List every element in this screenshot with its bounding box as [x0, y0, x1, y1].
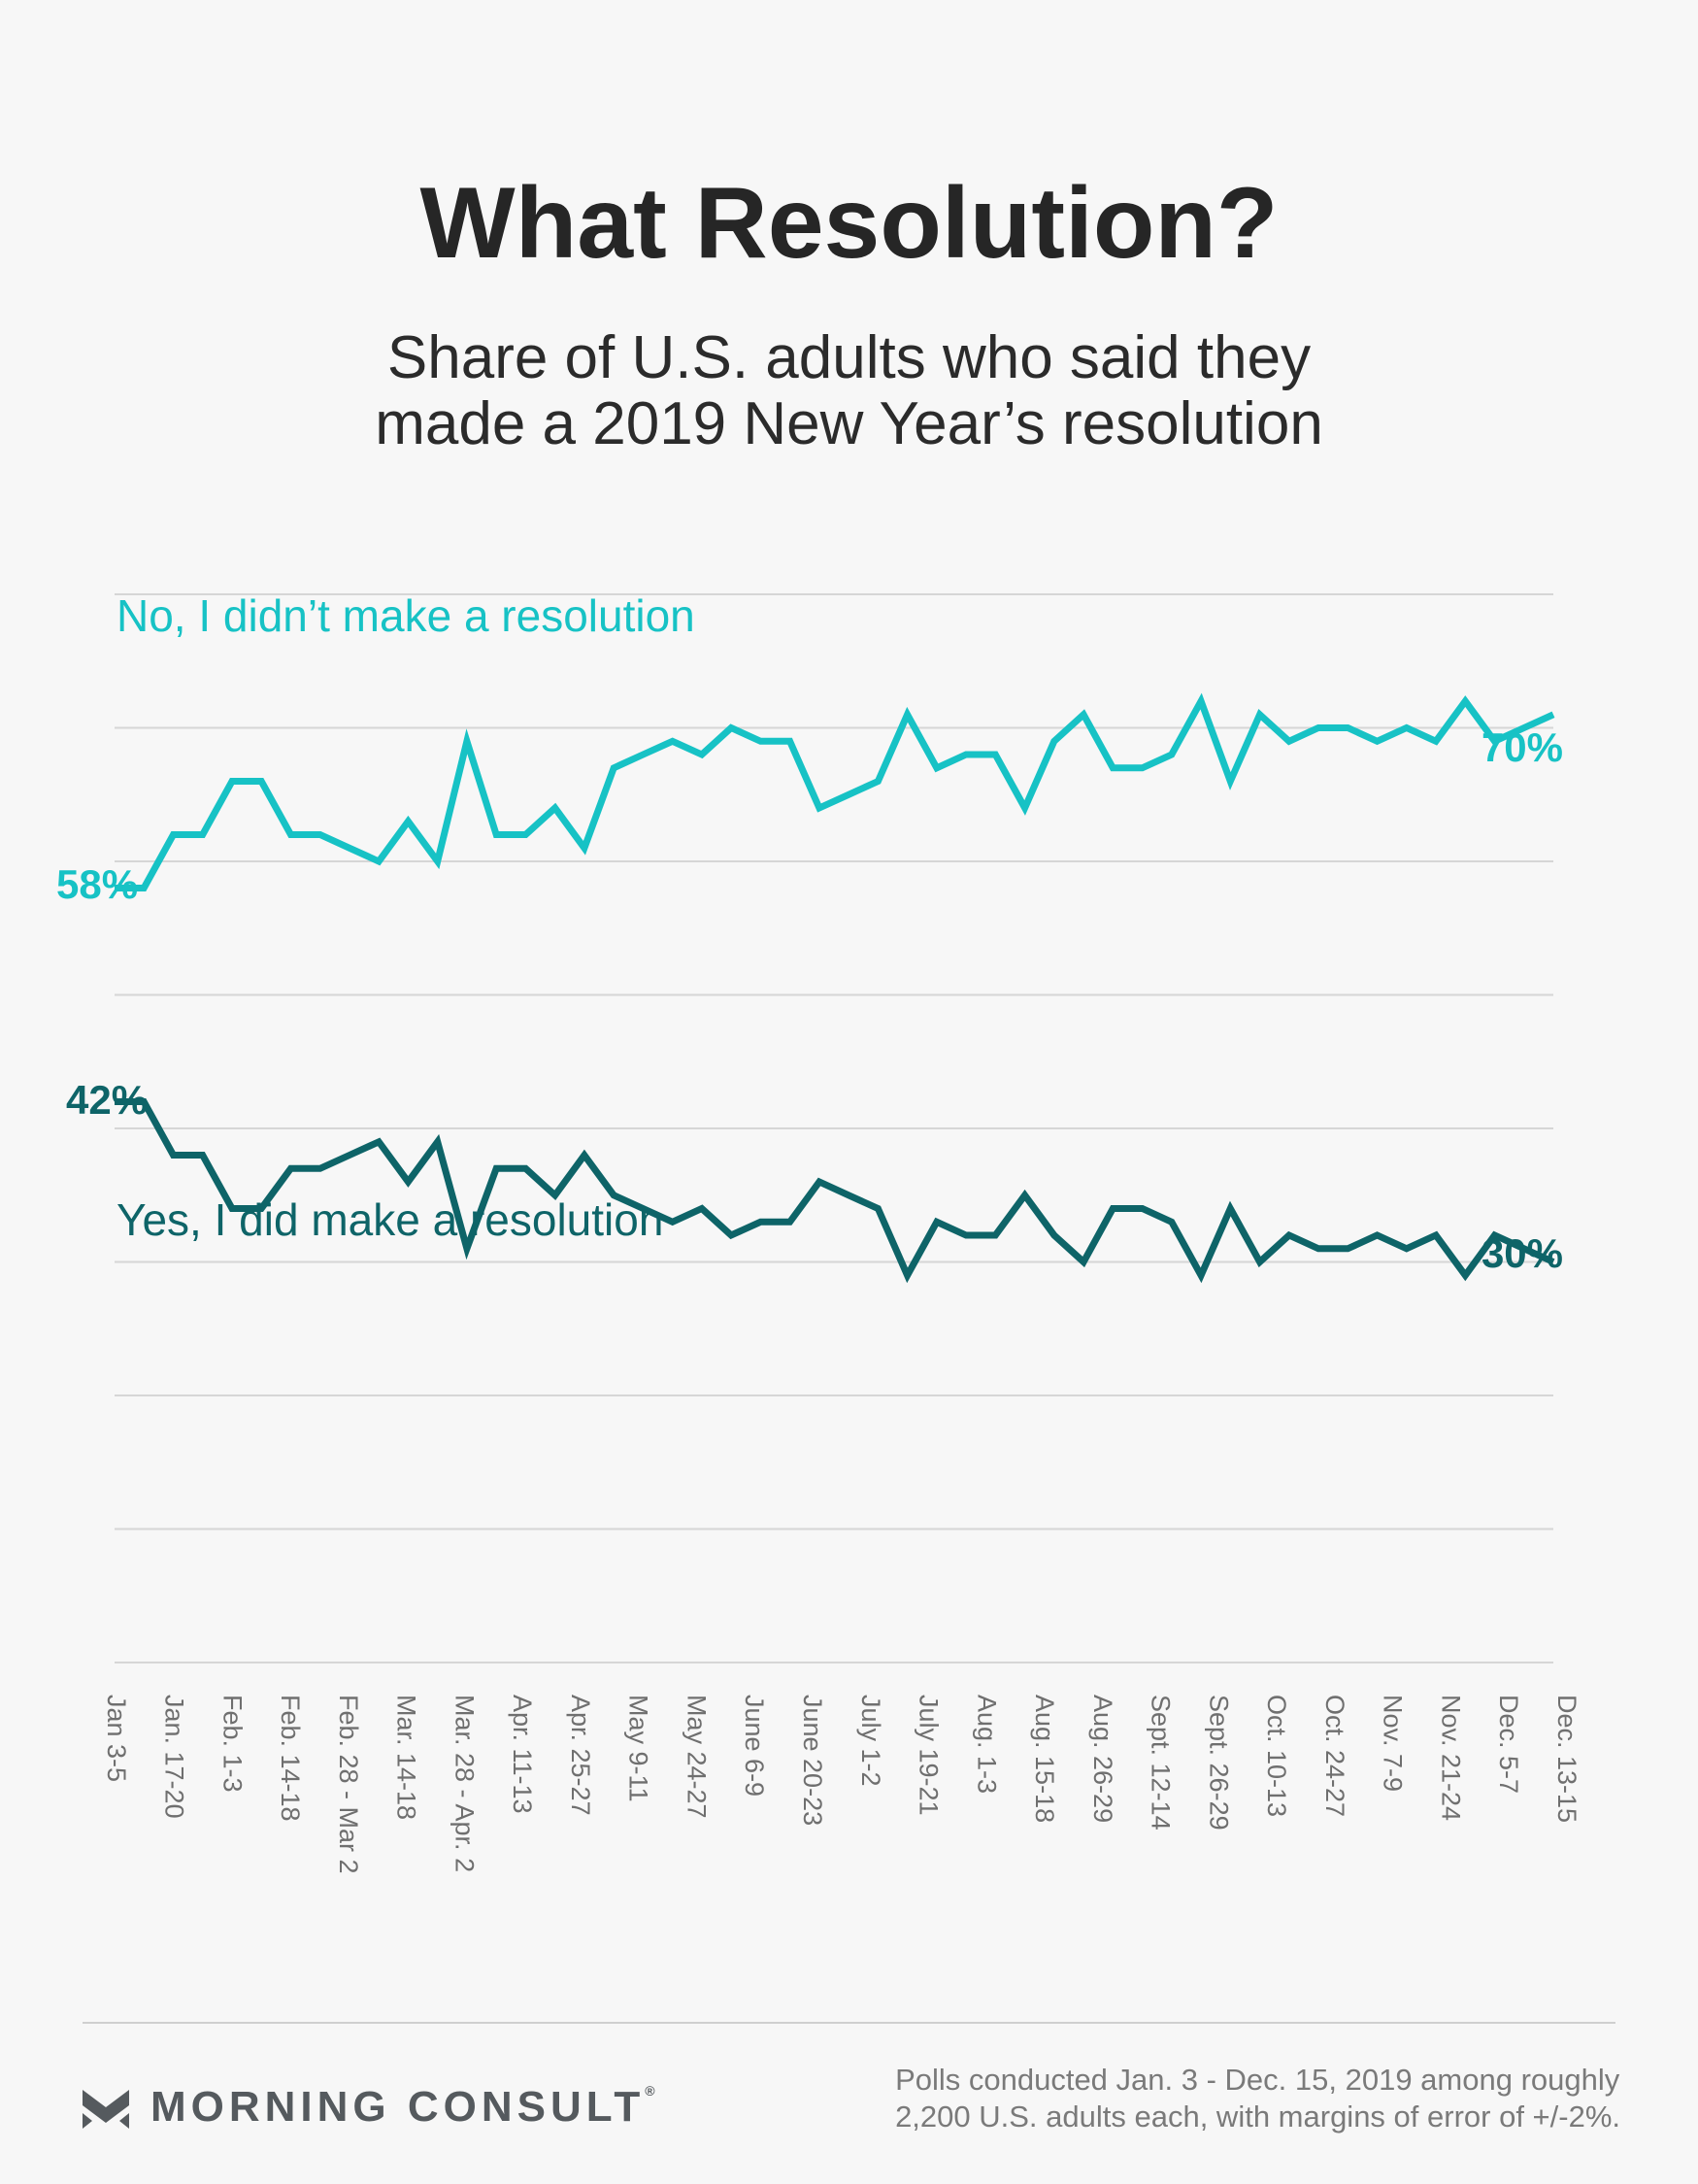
methodology-note: Polls conducted Jan. 3 - Dec. 15, 2019 a…: [895, 2062, 1620, 2135]
subtitle-line-1: Share of U.S. adults who said they: [386, 324, 1312, 391]
x-tick-label: Jan 3-5: [102, 1695, 131, 1782]
yes-resolution-series-label: Yes, I did make a resolution: [117, 1194, 663, 1245]
x-tick-label: Feb. 14-18: [276, 1695, 305, 1822]
x-tick-label: Dec. 13-15: [1552, 1695, 1581, 1823]
x-tick-label: Aug. 26-29: [1088, 1695, 1117, 1823]
x-tick-label: Aug. 1-3: [972, 1695, 1001, 1794]
brand-name: MORNING CONSULT®: [150, 2083, 655, 2131]
x-tick-label: Feb. 1-3: [217, 1695, 247, 1793]
x-tick-label: Sept. 12-14: [1147, 1695, 1176, 1831]
morning-consult-logo: MORNING CONSULT®: [83, 2078, 655, 2136]
x-tick-label: May 24-27: [682, 1695, 711, 1819]
yes-resolution-end-label: 30%: [1482, 1230, 1563, 1276]
x-tick-label: Nov. 21-24: [1436, 1695, 1465, 1821]
x-tick-label: Mar. 28 - Apr. 2: [449, 1695, 479, 1872]
x-tick-label: Feb. 28 - Mar 2: [334, 1695, 363, 1874]
x-tick-label: Oct. 10-13: [1262, 1695, 1291, 1817]
note-line-2: 2,200 U.S. adults each, with margins of …: [895, 2100, 1620, 2134]
chart-title: What Resolution?: [419, 167, 1279, 280]
x-tick-label: July 1-2: [856, 1695, 885, 1787]
no-resolution-series-label: No, I didn’t make a resolution: [117, 590, 695, 641]
x-tick-label: Jan. 17-20: [160, 1695, 189, 1819]
x-tick-label: June 20-23: [798, 1695, 827, 1826]
x-tick-label: Oct. 24-27: [1320, 1695, 1349, 1817]
x-tick-label: Nov. 7-9: [1379, 1695, 1408, 1792]
footer-divider: [83, 2022, 1615, 2024]
x-tick-label: Sept. 26-29: [1204, 1695, 1233, 1831]
no-resolution-end-label: 70%: [1482, 724, 1563, 770]
x-tick-label: Aug. 15-18: [1030, 1695, 1059, 1823]
no-resolution-series-line: [115, 692, 1555, 891]
note-line-1: Polls conducted Jan. 3 - Dec. 15, 2019 a…: [895, 2063, 1620, 2097]
x-tick-label: June 6-9: [740, 1695, 769, 1797]
x-tick-label: Apr. 25-27: [566, 1695, 595, 1816]
x-tick-label: July 19-21: [915, 1695, 944, 1816]
no-resolution-start-label: 58%: [56, 861, 138, 907]
yes-resolution-series-line: [115, 1098, 1555, 1284]
x-tick-label: May 9-11: [624, 1695, 653, 1802]
subtitle-line-2: made a 2019 New Year’s resolution: [375, 390, 1323, 457]
x-tick-label: Apr. 11-13: [508, 1695, 537, 1814]
x-tick-label: Dec. 5-7: [1494, 1695, 1523, 1794]
chart-subtitle: Share of U.S. adults who said they made …: [0, 325, 1698, 457]
line-chart: Jan 3-5 Jan. 17-20 Feb. 1-3 Feb. 14-18 Feb. …: [56, 590, 1581, 1874]
x-tick-label: Mar. 14-18: [392, 1695, 421, 1820]
morning-consult-logo-icon: [83, 2090, 129, 2129]
yes-resolution-start-label: 42%: [66, 1077, 148, 1123]
